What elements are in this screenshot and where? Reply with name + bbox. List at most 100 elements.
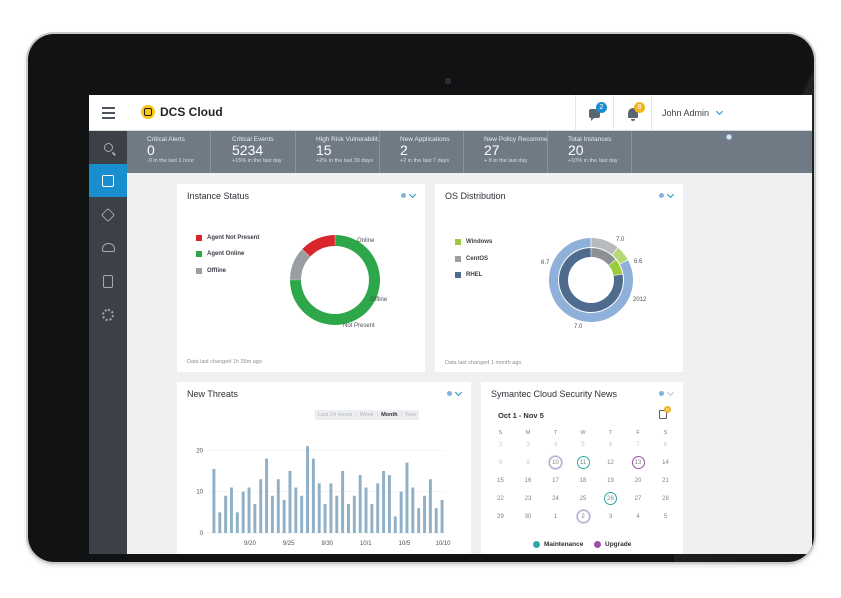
calendar-day[interactable]: 20 [625, 472, 652, 490]
calendar-day[interactable]: 6 [597, 436, 624, 454]
threat-bar[interactable] [387, 475, 391, 533]
threat-bar[interactable] [224, 495, 228, 533]
info-icon[interactable] [401, 193, 406, 198]
threat-bar[interactable] [428, 479, 432, 533]
calendar-day[interactable]: 21 [652, 472, 679, 490]
info-icon[interactable] [447, 391, 452, 396]
threat-bar[interactable] [393, 516, 397, 533]
threat-bar[interactable] [218, 512, 222, 533]
user-menu[interactable]: John Admin [651, 95, 812, 131]
threat-bar[interactable] [265, 458, 269, 533]
threat-bar[interactable] [294, 487, 298, 534]
threat-bar[interactable] [241, 491, 245, 533]
threat-bar[interactable] [329, 483, 333, 533]
stat-new-policy[interactable]: New Policy Recomme... 27 + 8 in the last… [464, 131, 548, 173]
threat-bar[interactable] [376, 483, 380, 533]
threat-bar[interactable] [382, 470, 386, 533]
calendar-day[interactable]: 11 [570, 454, 597, 472]
slice-centos-inner[interactable] [591, 248, 616, 266]
calendar-day[interactable]: 4 [542, 436, 569, 454]
calendar-day[interactable]: 19 [597, 472, 624, 490]
tab-year[interactable]: Year [405, 412, 417, 418]
calendar-day[interactable]: 14 [652, 454, 679, 472]
stat-total-instances[interactable]: Total Instances 20 +10% in the last day [548, 131, 632, 173]
stat-critical-events[interactable]: Critical Events 5234 +15% in the last da… [212, 131, 296, 173]
calendar-day[interactable]: 29 [487, 508, 514, 526]
threat-bar[interactable] [270, 495, 274, 533]
calendar-day[interactable]: 23 [515, 490, 542, 508]
calendar-day[interactable]: 2 [487, 436, 514, 454]
threat-bar[interactable] [352, 495, 356, 533]
info-icon[interactable] [659, 193, 664, 198]
stat-new-applications[interactable]: New Applications 2 +2 in the last 7 days [380, 131, 464, 173]
calendar-day[interactable]: 24 [542, 490, 569, 508]
sidebar-item-reports[interactable] [89, 265, 127, 298]
calendar-day[interactable]: 10 [542, 454, 569, 472]
calendar-day[interactable]: 3 [515, 436, 542, 454]
threat-bar[interactable] [399, 491, 403, 533]
calendar-day[interactable]: 18 [570, 472, 597, 490]
calendar-day[interactable]: 3 [597, 508, 624, 526]
tab-month[interactable]: Month [381, 412, 398, 418]
threat-bar[interactable] [364, 487, 368, 534]
hamburger-menu-icon[interactable] [89, 95, 127, 131]
sidebar-item-cloud[interactable] [89, 231, 127, 264]
threat-bar[interactable] [311, 458, 315, 533]
calendar-day[interactable]: 13 [625, 454, 652, 472]
threat-bar[interactable] [317, 483, 321, 533]
stat-high-risk[interactable]: High Risk Vulnerabilit... 15 +2% in the … [296, 131, 380, 173]
info-icon[interactable] [659, 391, 664, 396]
threat-bar[interactable] [259, 479, 263, 533]
threat-bar[interactable] [300, 495, 304, 533]
threat-bar[interactable] [434, 508, 438, 533]
threat-bar[interactable] [212, 468, 216, 533]
chevron-down-icon[interactable] [666, 388, 675, 396]
threat-bar[interactable] [253, 504, 257, 533]
calendar-day[interactable]: 15 [487, 472, 514, 490]
calendar-day[interactable]: 28 [652, 490, 679, 508]
threat-bar[interactable] [423, 495, 426, 533]
calendar-day[interactable]: 1 [542, 508, 569, 526]
threat-bar[interactable] [405, 462, 409, 533]
sidebar-item-dashboard[interactable] [89, 164, 127, 197]
notifications-button[interactable]: 8 [613, 95, 651, 131]
threat-bar[interactable] [335, 495, 339, 533]
document-icon[interactable] [659, 410, 667, 419]
calendar-day[interactable]: 16 [515, 472, 542, 490]
threat-bar[interactable] [230, 487, 233, 534]
calendar-day[interactable]: 25 [570, 490, 597, 508]
slice-offline[interactable] [290, 249, 311, 280]
slice-not-present[interactable] [302, 235, 335, 257]
threat-bar[interactable] [276, 479, 280, 533]
threat-bar[interactable] [417, 508, 421, 533]
threat-bar[interactable] [235, 512, 239, 533]
threat-bar[interactable] [282, 499, 286, 533]
tab-last-24-hours[interactable]: Last 24 Hours [318, 412, 353, 418]
calendar-day[interactable]: 2 [570, 508, 597, 526]
threat-bar[interactable] [341, 470, 345, 533]
calendar-day[interactable]: 8 [652, 436, 679, 454]
threat-bar[interactable] [358, 475, 362, 533]
calendar-day[interactable]: 26 [597, 490, 624, 508]
brand[interactable]: DCS Cloud [141, 105, 223, 119]
stats-info-icon[interactable] [726, 134, 732, 140]
calendar-day[interactable]: 30 [515, 508, 542, 526]
threat-bar[interactable] [306, 446, 309, 533]
threat-bar[interactable] [247, 487, 251, 534]
calendar-day[interactable]: 5 [652, 508, 679, 526]
slice-windows-inner[interactable] [608, 259, 623, 276]
threat-bar[interactable] [440, 499, 444, 533]
calendar-day[interactable]: 12 [597, 454, 624, 472]
calendar-day[interactable]: 5 [570, 436, 597, 454]
tab-week[interactable]: Week [359, 412, 374, 418]
sidebar-item-search[interactable] [89, 131, 127, 164]
threat-bar[interactable] [288, 470, 292, 533]
calendar-day[interactable]: 27 [625, 490, 652, 508]
calendar-day[interactable]: 22 [487, 490, 514, 508]
sidebar-item-settings[interactable] [89, 298, 127, 331]
calendar-day[interactable]: 9 [487, 454, 514, 472]
messages-button[interactable]: 2 [575, 95, 613, 131]
sidebar-item-alerts[interactable] [89, 198, 127, 231]
threat-bar[interactable] [323, 504, 327, 533]
slice-centos-outer[interactable] [591, 238, 618, 255]
